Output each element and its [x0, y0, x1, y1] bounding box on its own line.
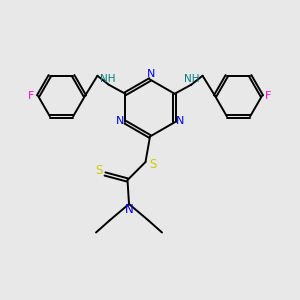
Text: F: F — [265, 91, 272, 101]
Text: S: S — [149, 158, 157, 171]
Text: N: N — [147, 69, 156, 80]
Text: S: S — [95, 164, 103, 178]
Text: N: N — [124, 203, 134, 216]
Text: NH: NH — [184, 74, 200, 84]
Text: NH: NH — [100, 74, 116, 84]
Text: N: N — [116, 116, 124, 126]
Text: N: N — [176, 116, 184, 126]
Text: F: F — [28, 91, 35, 101]
